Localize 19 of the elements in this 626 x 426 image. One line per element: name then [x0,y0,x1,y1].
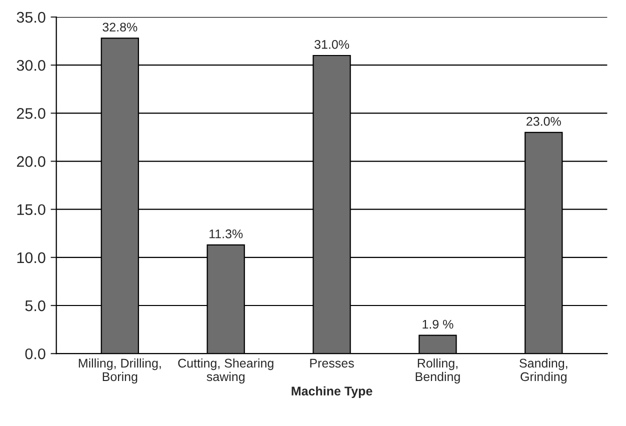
y-tick-label: 25.0 [16,108,46,119]
data-label: 32.8% [102,22,138,32]
y-tick-label: 35.0 [16,12,46,23]
data-label: 1.9 % [422,320,454,329]
y-tick-label: 20.0 [16,156,46,167]
data-label: 23.0% [526,116,561,126]
y-tick-label: 15.0 [17,204,46,216]
y-tick-label: 5.0 [25,300,46,312]
x-tick-label: Cutting, Shearing sawing [178,358,274,384]
x-tick-label: Rolling, Bending [416,358,460,384]
y-tick-label: 30.0 [16,60,46,71]
x-tick-label: Sanding, Grinding [520,358,568,384]
x-tick-label: Milling, Drilling, Boring [78,358,161,384]
y-tick-label: 0.0 [25,348,46,360]
x-axis-title: Machine Type [292,386,372,398]
x-tick-label: Presses [310,358,354,368]
data-label: 31.0% [314,40,350,49]
y-tick-label: 10.0 [17,252,46,264]
data-label: 11.3% [210,229,243,238]
